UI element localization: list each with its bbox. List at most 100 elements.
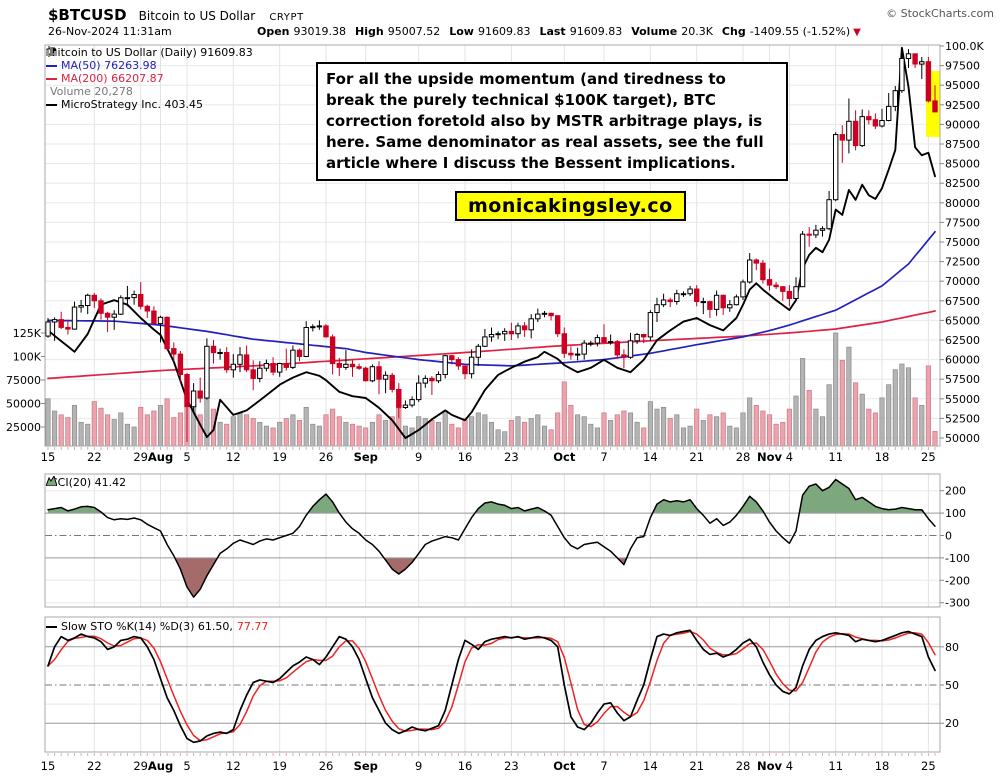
annotation-text-box: For all the upside momentum (and tiredne…	[316, 62, 788, 181]
legend-label: MicroStrategy Inc. 403.45	[61, 98, 203, 111]
svg-text:200: 200	[945, 485, 966, 498]
chart-header: $BTCUSD Bitcoin to US Dollar CRYPT	[48, 5, 304, 24]
svg-text:87500: 87500	[945, 138, 980, 151]
svg-text:28: 28	[736, 450, 751, 464]
svg-text:16: 16	[458, 759, 473, 773]
annotation-line: here. Same denominator as real assets, s…	[326, 133, 764, 151]
sto-panel	[44, 616, 944, 753]
mstr-line-icon	[46, 103, 57, 106]
svg-text:26: 26	[319, 759, 334, 773]
svg-text:18: 18	[875, 759, 890, 773]
high-value: 95007.52	[387, 25, 441, 38]
svg-text:80000: 80000	[945, 197, 980, 210]
legend-item-ma50: MA(50) 76263.98	[46, 59, 253, 72]
svg-text:95000: 95000	[945, 79, 980, 92]
watermark-site-badge: monicakingsley.co	[455, 191, 686, 221]
svg-text:18: 18	[875, 450, 890, 464]
svg-text:65000: 65000	[945, 314, 980, 327]
legend-item-price: Bitcoin to US Dollar (Daily) 91609.83	[46, 46, 253, 59]
open-value: 93019.38	[293, 25, 347, 38]
svg-text:4: 4	[786, 450, 793, 464]
legend-item-cci: CCI(20) 41.42	[46, 476, 126, 489]
sto-panel-legend: Slow STO %K(14) %D(3) 61.50, 77.77	[46, 620, 268, 633]
svg-text:100: 100	[945, 507, 966, 520]
last-value: 91609.83	[569, 25, 623, 38]
sto-line-icon	[46, 625, 57, 628]
cci-panel-legend: CCI(20) 41.42	[46, 476, 126, 489]
svg-text:70000: 70000	[945, 275, 980, 288]
svg-text:16: 16	[458, 450, 473, 464]
svg-text:25: 25	[921, 450, 936, 464]
svg-text:-100: -100	[945, 552, 970, 565]
svg-text:15: 15	[41, 450, 56, 464]
svg-text:52500: 52500	[945, 412, 980, 425]
svg-text:29: 29	[133, 759, 148, 773]
svg-text:97500: 97500	[945, 60, 980, 73]
svg-text:Oct: Oct	[553, 759, 576, 773]
svg-text:5: 5	[183, 759, 190, 773]
svg-text:26: 26	[319, 450, 334, 464]
low-value: 91609.83	[477, 25, 531, 38]
svg-text:Nov: Nov	[757, 759, 783, 773]
svg-text:60000: 60000	[945, 354, 980, 367]
copyright-note: © StockCharts.com	[886, 7, 994, 20]
legend-label-red: 77.77	[236, 620, 269, 633]
instrument-name: Bitcoin to US Dollar	[138, 9, 256, 23]
svg-text:20: 20	[945, 717, 959, 730]
ticker-symbol: $BTCUSD	[48, 6, 127, 24]
legend-item-sto: Slow STO %K(14) %D(3) 61.50, 77.77	[46, 620, 268, 633]
change-label: Chg	[721, 25, 746, 38]
svg-text:9: 9	[415, 450, 422, 464]
ma50-line-icon	[46, 64, 57, 67]
svg-text:75000: 75000	[945, 236, 980, 249]
svg-text:25000: 25000	[6, 421, 41, 434]
svg-text:67500: 67500	[945, 295, 980, 308]
quote-line: 26-Nov-2024 11:31am Open 93019.38 High 95007…	[48, 25, 861, 38]
svg-text:100K: 100K	[13, 351, 42, 364]
svg-text:4: 4	[786, 759, 793, 773]
svg-text:90000: 90000	[945, 118, 980, 131]
legend-label: Volume 20,278	[50, 85, 133, 98]
ma200-line-icon	[46, 77, 57, 80]
svg-text:55000: 55000	[945, 393, 980, 406]
svg-text:21: 21	[689, 759, 704, 773]
svg-text:80: 80	[945, 641, 959, 654]
svg-text:14: 14	[643, 450, 658, 464]
svg-text:22: 22	[87, 450, 102, 464]
annotation-line: For all the upside momentum (and tiredne…	[326, 70, 726, 88]
svg-text:50000: 50000	[945, 432, 980, 445]
legend-item-volume: Volume 20,278	[46, 47, 253, 98]
svg-text:100.0K: 100.0K	[945, 40, 984, 53]
legend-label-black: Slow STO %K(14) %D(3) 61.50,	[61, 620, 233, 633]
volume-label: Volume	[631, 25, 678, 38]
svg-text:14: 14	[643, 759, 658, 773]
change-value: -1409.55 (-1.52%)	[749, 25, 851, 38]
high-label: High	[355, 25, 384, 38]
svg-text:75000: 75000	[6, 374, 41, 387]
exchange-code: CRYPT	[269, 12, 304, 23]
svg-text:Oct: Oct	[553, 450, 576, 464]
svg-text:85000: 85000	[945, 158, 980, 171]
legend-label: CCI(20) 41.42	[50, 476, 127, 489]
svg-text:15: 15	[41, 759, 56, 773]
svg-text:Sep: Sep	[354, 450, 378, 464]
svg-text:25: 25	[921, 759, 936, 773]
main-chart-legend: Bitcoin to US Dollar (Daily) 91609.83 MA…	[46, 46, 253, 111]
svg-text:50000: 50000	[6, 398, 41, 411]
svg-text:22: 22	[87, 759, 102, 773]
svg-text:23: 23	[504, 450, 519, 464]
svg-text:7: 7	[600, 450, 607, 464]
svg-text:21: 21	[689, 450, 704, 464]
legend-item-mstr: MicroStrategy Inc. 403.45	[46, 98, 253, 111]
svg-text:11: 11	[828, 450, 843, 464]
cci-panel	[44, 473, 944, 608]
legend-item-ma200: MA(200) 66207.87	[46, 72, 253, 85]
svg-text:82500: 82500	[945, 177, 980, 190]
annotation-line: break the purely technical $100K target)…	[326, 91, 716, 109]
main-price-panel	[45, 46, 940, 446]
change-down-triangle-icon: ▼	[853, 27, 861, 38]
svg-text:125K: 125K	[13, 327, 42, 340]
legend-label: MA(200) 66207.87	[61, 72, 164, 85]
